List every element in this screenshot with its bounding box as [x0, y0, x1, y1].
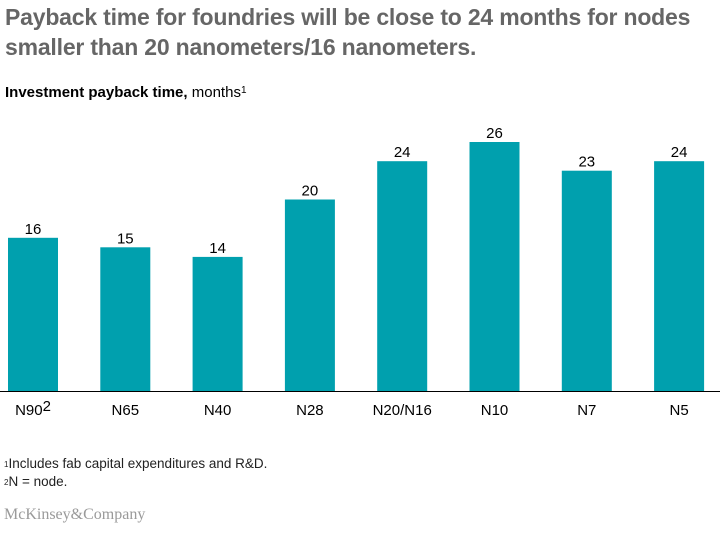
bar-n20-n16 — [377, 161, 428, 391]
footnote-marker: 1 — [4, 460, 9, 469]
value-label: 15 — [117, 230, 134, 247]
category-label: N7 — [577, 402, 596, 419]
chart-subtitle: Investment payback time, months1 — [5, 84, 247, 102]
value-label: 26 — [486, 125, 503, 142]
bar-n40 — [192, 256, 243, 391]
bar-n7 — [561, 170, 612, 391]
footnote-marker: 2 — [4, 478, 9, 487]
footnote-1: 1Includes fab capital expenditures and R… — [4, 455, 267, 473]
footnotes: 1Includes fab capital expenditures and R… — [4, 455, 267, 491]
bar-n28 — [284, 199, 335, 391]
bar-chart: 16 15 14 20 24 26 23 24 N902 N65 N40 N28 N20/N16 N10… — [0, 125, 720, 419]
value-label: 24 — [671, 144, 688, 161]
brand-logo: McKinsey&Company — [4, 506, 146, 523]
category-label: N20/N16 — [373, 402, 432, 419]
subtitle-unit: months — [191, 84, 241, 101]
bar-n5 — [654, 161, 705, 391]
category-label: N28 — [296, 402, 324, 419]
value-label: 16 — [25, 221, 42, 238]
category-labels-group: N902 N65 N40 N28 N20/N16 N10 N7 N5 — [15, 398, 689, 419]
category-label: N10 — [481, 402, 509, 419]
chart-title: Payback time for foundries will be close… — [5, 4, 691, 60]
category-label: N5 — [670, 402, 689, 419]
footnote-2: 2N = node. — [4, 473, 267, 491]
category-label: N65 — [112, 402, 140, 419]
bar-n65 — [100, 247, 151, 391]
footnote-text: Includes fab capital expenditures and R&… — [8, 456, 268, 471]
subtitle-footnote-marker: 1 — [240, 85, 247, 96]
footnote-text: N = node. — [8, 474, 68, 489]
bar-n90 — [8, 237, 58, 391]
category-footnote-marker: 2 — [43, 398, 51, 415]
value-labels-group: 16 15 14 20 24 26 23 24 — [25, 125, 688, 257]
bar-n10 — [469, 142, 520, 391]
value-label: 23 — [578, 154, 595, 171]
value-label: 20 — [302, 183, 319, 200]
value-label: 14 — [209, 240, 226, 257]
category-label: N40 — [204, 402, 232, 419]
bars-group — [8, 142, 705, 391]
subtitle-measure: Investment payback time, — [5, 84, 188, 101]
category-label: N902 — [15, 398, 51, 419]
value-label: 24 — [394, 144, 411, 161]
